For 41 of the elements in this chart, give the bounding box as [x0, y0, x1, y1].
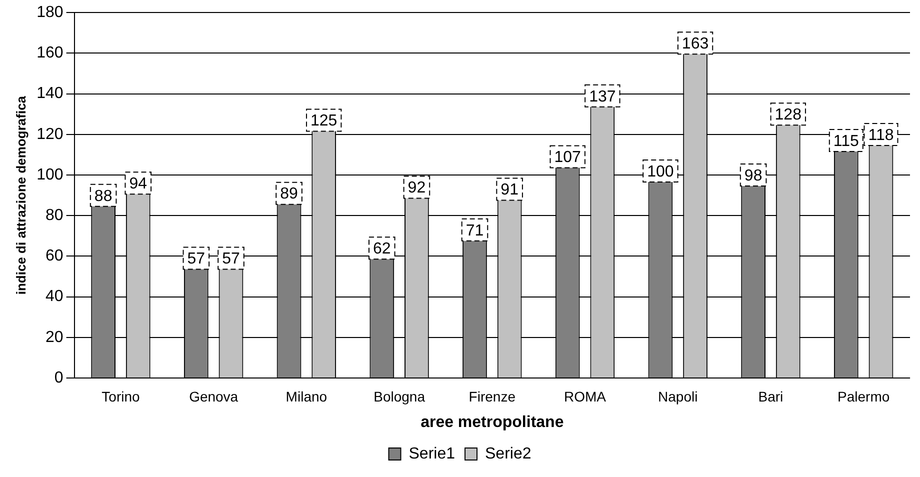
y-tick-label: 80 [46, 207, 64, 224]
data-label: 118 [868, 126, 894, 144]
data-label: 94 [129, 176, 148, 193]
data-label: 98 [744, 167, 762, 184]
data-label: 62 [372, 240, 391, 258]
x-tick-label: ROMA [564, 388, 607, 404]
y-tick-label: 40 [46, 288, 64, 306]
y-tick-label: 120 [36, 126, 64, 143]
x-tick-label: Milano [286, 388, 328, 404]
x-tick-label: Napoli [658, 388, 698, 404]
data-label: 163 [682, 36, 709, 53]
data-label: 137 [589, 88, 616, 106]
x-tick-label: Firenze [468, 388, 516, 404]
y-tick-label: 60 [46, 248, 64, 265]
y-tick-label: 0 [54, 369, 64, 386]
x-tick-label: Bologna [374, 388, 426, 404]
data-label: 71 [466, 222, 484, 240]
y-tick-label: 20 [46, 328, 64, 346]
x-axis-title: aree metropolitane [420, 414, 564, 431]
y-tick-label: 180 [36, 4, 64, 22]
data-label: 128 [774, 106, 802, 124]
data-label: 89 [280, 186, 298, 203]
y-tick-label: 140 [36, 85, 64, 102]
data-label: 92 [408, 180, 426, 197]
x-tick-label: Torino [102, 388, 140, 404]
data-label: 125 [310, 112, 338, 130]
data-label: 57 [187, 250, 206, 268]
x-tick-label: Genova [189, 388, 238, 404]
legend-label: Serie2 [485, 445, 532, 462]
y-axis-title: indice di attrazione demografica [13, 95, 28, 295]
x-tick-label: Bari [758, 388, 784, 404]
y-tick-label: 100 [36, 166, 64, 184]
data-label: 88 [94, 188, 112, 205]
x-tick-label: Palermo [838, 388, 890, 404]
data-label: 91 [500, 182, 519, 199]
data-label: 57 [222, 250, 240, 268]
legend-label: Serie1 [408, 445, 456, 462]
data-label: 115 [833, 132, 860, 150]
y-tick-label: 160 [36, 44, 64, 62]
data-label: 100 [647, 163, 674, 180]
data-label: 107 [554, 149, 582, 166]
